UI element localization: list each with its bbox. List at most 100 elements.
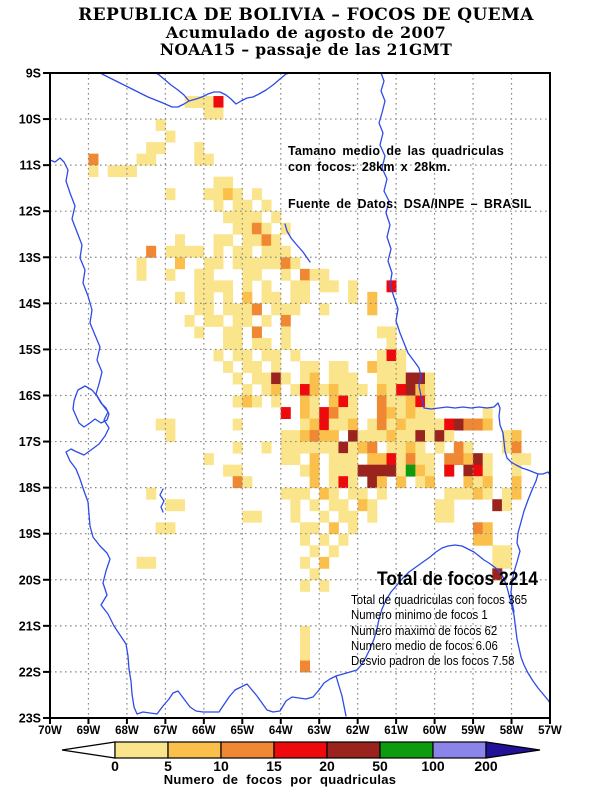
heatmap-cell <box>117 165 128 178</box>
heatmap-cell <box>328 476 339 489</box>
heatmap-cell <box>319 268 330 281</box>
heatmap-cell <box>415 407 426 419</box>
heatmap-cell <box>405 430 416 443</box>
heatmap-cell <box>386 441 397 454</box>
border-river-line <box>72 385 110 428</box>
heatmap-cell <box>232 337 243 350</box>
heatmap-cell <box>473 418 484 431</box>
heatmap-cell <box>492 545 503 558</box>
heatmap-cell <box>223 326 234 339</box>
heatmap-cell <box>348 395 359 408</box>
heatmap-cell <box>328 407 339 419</box>
border-river-line <box>284 223 311 263</box>
heatmap-cell <box>328 453 339 466</box>
page-subtitle-period: Acumulado de agosto de 2007 <box>165 23 447 42</box>
heatmap-cell <box>473 533 484 546</box>
heatmap-cell <box>453 441 464 454</box>
heatmap-cell <box>136 153 147 166</box>
heatmap-cell <box>165 499 176 512</box>
heatmap-cell <box>251 222 262 235</box>
heatmap-cell <box>328 441 339 454</box>
lat-tick-label: 11S <box>19 159 41 173</box>
heatmap-cell <box>309 384 320 396</box>
heatmap-cell <box>328 395 339 408</box>
heatmap-cell <box>203 268 214 281</box>
heatmap-cell <box>232 314 243 327</box>
heatmap-cell <box>386 395 397 408</box>
heatmap-cell <box>175 234 186 247</box>
heatmap-cell <box>376 487 387 500</box>
heatmap-cell <box>203 107 214 120</box>
heatmap-cell <box>261 280 272 293</box>
border-river-line <box>510 473 539 613</box>
heatmap-cell <box>463 476 474 489</box>
heatmap-cell <box>299 625 311 638</box>
lon-tick-label: 58W <box>500 725 524 737</box>
heatmap-cell <box>444 418 455 431</box>
heatmap-cell <box>348 441 359 454</box>
heatmap-cell <box>453 487 464 500</box>
heatmap-cell <box>376 326 387 339</box>
heatmap-cell <box>328 487 339 500</box>
heatmap-cell <box>511 430 522 443</box>
heatmap-cell <box>261 384 272 396</box>
heatmap-cell <box>424 372 436 385</box>
heatmap-cell <box>521 453 532 466</box>
heatmap-cell <box>242 245 253 258</box>
heatmap-cell <box>242 234 253 247</box>
heatmap-cell <box>251 395 262 408</box>
heatmap-cell <box>213 176 224 189</box>
heatmap-cell <box>232 349 243 362</box>
heatmap-cell <box>473 464 484 477</box>
heatmap-cell <box>203 188 214 201</box>
heatmap-cell <box>194 142 205 155</box>
heatmap-cell <box>415 453 426 466</box>
stat-minimo: Numero minimo de focos 1 <box>351 607 488 623</box>
heatmap-cell <box>338 384 349 396</box>
heatmap-cell <box>251 257 262 270</box>
heatmap-cell <box>194 153 205 166</box>
heatmap-cell <box>473 487 484 500</box>
heatmap-cell <box>299 372 311 385</box>
heatmap-cell <box>415 430 426 443</box>
heatmap-cell <box>251 372 262 385</box>
lon-tick-label: 60W <box>423 725 447 737</box>
heatmap-cell <box>194 291 205 304</box>
heatmap-cell <box>146 487 157 500</box>
heatmap-cell <box>299 556 311 569</box>
heatmap-cell <box>319 280 330 293</box>
heatmap-cell <box>348 291 359 304</box>
heatmap-cell <box>367 303 378 316</box>
heatmap-cell <box>473 522 484 535</box>
heatmap-cell <box>319 510 330 523</box>
heatmap-cell <box>184 245 195 258</box>
heatmap-cell <box>309 545 320 558</box>
heatmap-cell <box>251 188 262 201</box>
heatmap-cell <box>482 522 493 535</box>
heatmap-cell <box>396 476 407 489</box>
heatmap-cell <box>309 361 320 373</box>
heatmap-cell <box>213 234 224 247</box>
heatmap-cell <box>424 430 436 443</box>
heatmap-cell <box>348 487 359 500</box>
heatmap-cell <box>309 464 320 477</box>
heatmap-cell <box>338 372 349 385</box>
heatmap-cell <box>473 453 484 466</box>
heatmap-cell <box>367 453 378 466</box>
heatmap-cell <box>299 418 311 431</box>
heatmap-cell <box>348 476 359 489</box>
grid-size-note-line1: Tamano medio de las quadriculas <box>288 144 505 158</box>
heatmap-cell <box>319 303 330 316</box>
colorbar-segment <box>273 741 328 759</box>
heatmap-cell <box>280 441 291 454</box>
heatmap-cell <box>328 384 339 396</box>
heatmap-cell <box>271 384 282 396</box>
heatmap-cell <box>309 268 320 281</box>
heatmap-cell <box>492 499 503 512</box>
heatmap-cell <box>396 361 407 373</box>
heatmap-cell <box>376 384 387 396</box>
heatmap-cell <box>107 165 118 178</box>
lon-tick-label: 57W <box>538 725 562 737</box>
heatmap-cell <box>405 464 416 477</box>
heatmap-cell <box>213 257 224 270</box>
